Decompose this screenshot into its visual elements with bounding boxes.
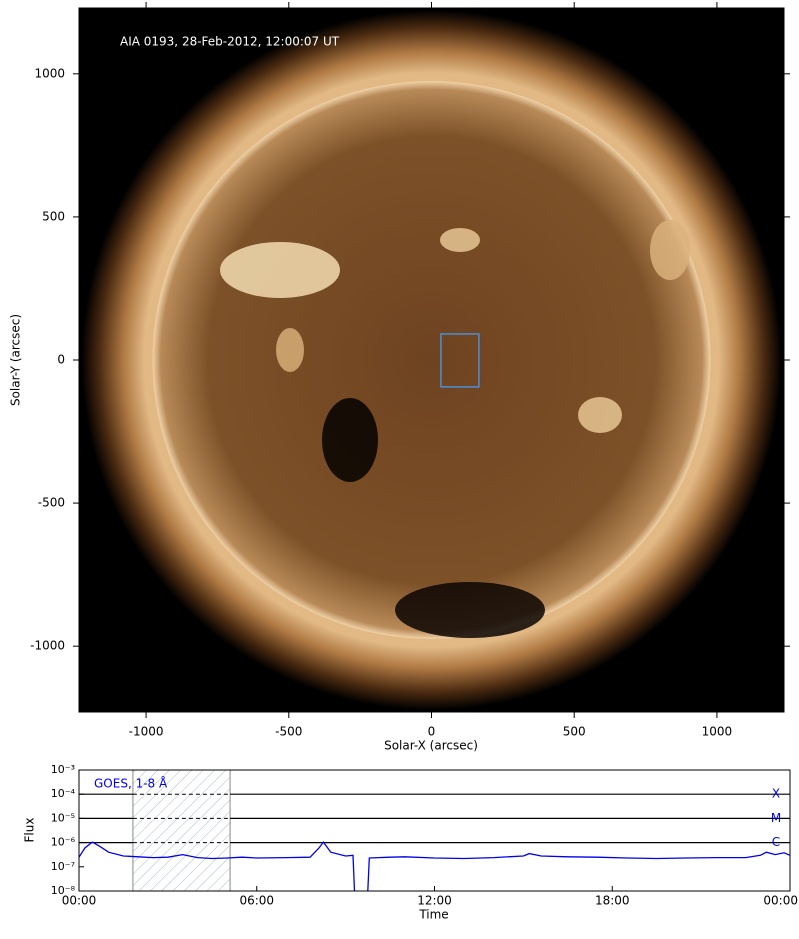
solar-feature [322, 398, 378, 482]
level-label: M [771, 811, 781, 825]
x-axis-label: Solar-X (arcsec) [384, 739, 478, 753]
solar-feature [220, 242, 340, 298]
solar-feature [650, 220, 690, 280]
solar-feature [440, 228, 480, 252]
x-tick-label: 18:00 [595, 894, 630, 908]
y-tick-label: 10⁻⁴ [51, 787, 76, 800]
x-tick-label: 00:00 [62, 894, 97, 908]
x-tick-label: 1000 [702, 725, 733, 739]
sun-image [81, 10, 782, 710]
x-tick-label: 00:00 [763, 894, 798, 908]
y-tick-label: 500 [42, 209, 65, 223]
solar-feature [276, 328, 304, 372]
x-tick-label: 0 [428, 725, 436, 739]
y-tick-label: 10⁻⁵ [51, 811, 75, 824]
solar-disc [152, 81, 711, 639]
level-label: X [772, 787, 780, 801]
image-title: AIA 0193, 28-Feb-2012, 12:00:07 UT [120, 35, 340, 49]
x-tick-label: -1000 [129, 725, 164, 739]
y-tick-label: 1000 [34, 66, 65, 80]
y-axis-label: Solar-Y (arcsec) [9, 314, 23, 406]
y-tick-label: 10⁻³ [51, 763, 75, 776]
x-tick-label: 06:00 [239, 894, 274, 908]
region-box [440, 333, 480, 388]
x-tick-label: 12:00 [417, 894, 452, 908]
y-tick-label: 10⁻⁸ [51, 884, 76, 897]
y-tick-label: 10⁻⁶ [51, 836, 76, 849]
x-tick-label: -500 [275, 725, 302, 739]
y-tick-label: 0 [57, 353, 65, 367]
flux-line [78, 841, 791, 892]
solar-feature [578, 397, 622, 433]
y-tick-label: -1000 [30, 639, 65, 653]
x-axis-label: Time [418, 908, 448, 922]
level-label: C [772, 835, 780, 849]
legend-label: GOES, 1-8 Å [94, 776, 168, 791]
y-tick-label: -500 [38, 496, 65, 510]
shaded-interval [132, 769, 231, 892]
y-axis-label: Flux [23, 818, 37, 843]
x-tick-label: 500 [563, 725, 586, 739]
y-tick-label: 10⁻⁷ [51, 860, 75, 873]
solar-feature [395, 582, 545, 638]
